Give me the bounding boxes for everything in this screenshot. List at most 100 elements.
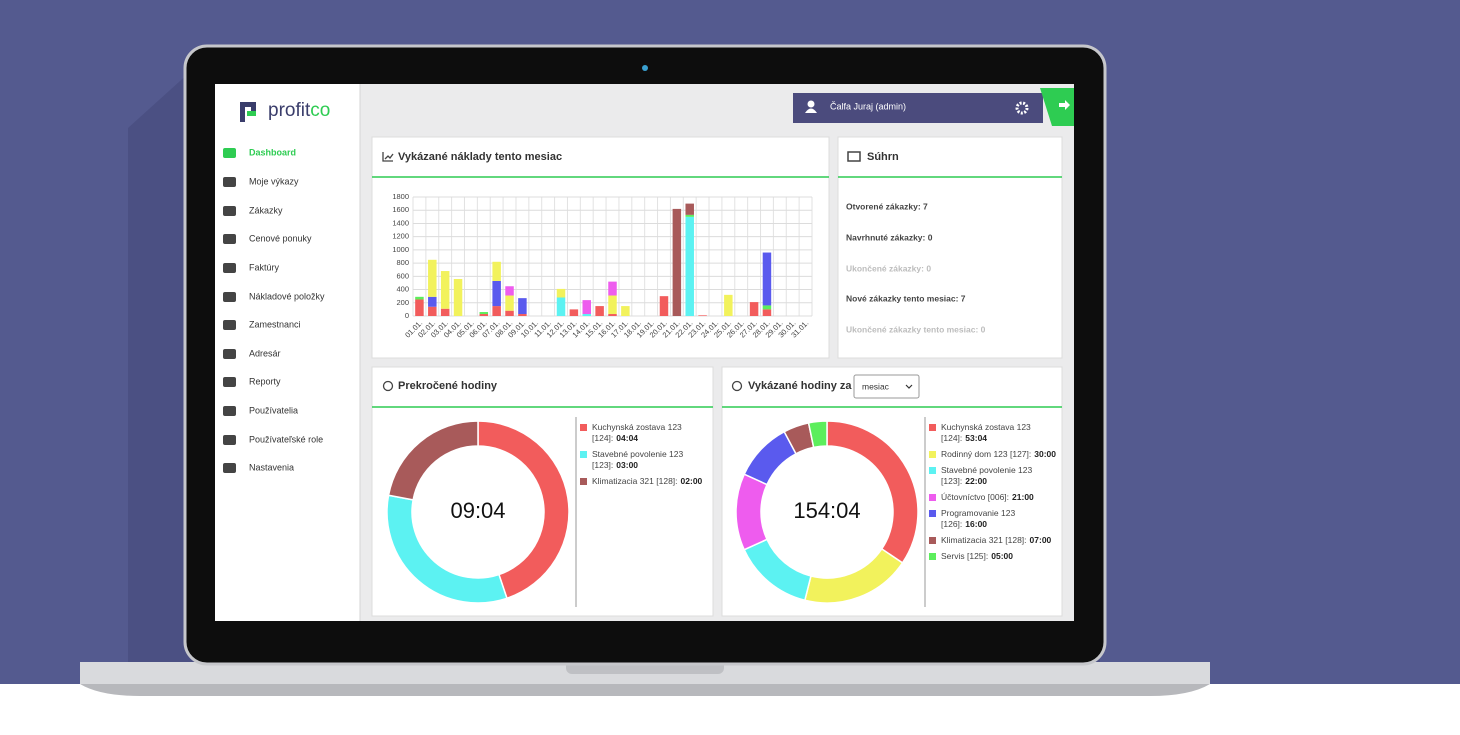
logout-icon [1059,100,1070,110]
bar-segment [492,306,501,316]
menu-item[interactable]: Moje výkazy [249,176,299,186]
bar-segment [595,306,604,316]
menu-icon [223,148,236,158]
bar-segment [492,280,501,307]
y-tick-label: 800 [396,258,409,267]
bar-segment [428,306,437,316]
menu-icon [223,292,236,302]
bar-segment [505,295,514,311]
bar-segment [556,288,566,298]
menu-item[interactable]: Cenové ponuky [249,233,312,243]
bar-segment [685,216,694,316]
menu-item[interactable]: Používatelia [249,405,298,415]
bar-segment [518,314,527,316]
bar-segment [479,314,489,316]
bar-segment [749,302,759,316]
period-select-value[interactable]: mesiac [862,381,890,391]
y-tick-label: 1600 [392,205,409,214]
bar-segment [608,281,617,296]
menu-item[interactable]: Adresár [249,348,281,358]
menu-item[interactable]: Používateľské role [249,434,323,444]
bar-segment [685,203,694,215]
bar-segment [440,271,450,309]
sidebar [215,84,360,621]
bar-segment [608,295,617,315]
clock-icon [731,380,743,392]
card-title: Súhrn [867,151,899,163]
menu-item[interactable]: Reporty [249,376,281,386]
user-bar[interactable] [793,93,1043,123]
logo-brand: profit [268,100,311,121]
bar-segment [659,296,669,316]
donut-segment [477,420,570,600]
menu-icon [223,463,236,473]
bar-segment [556,297,566,316]
logo-icon [240,102,256,122]
menu-icon [223,234,236,244]
menu-item[interactable]: Nastavenia [249,462,294,472]
menu-icon [223,206,236,216]
bar-segment [415,296,424,300]
y-tick-label: 600 [396,271,409,280]
menu-item[interactable]: Zamestnanci [249,319,301,329]
donut-center: 09:04 [450,498,505,523]
logo: profitco [268,100,330,121]
user-icon [807,100,815,108]
camera [642,65,648,71]
bar-segment [582,314,592,316]
bar-segment [762,309,772,316]
menu-item[interactable]: Faktúry [249,262,280,272]
bar-segment [672,208,682,316]
bar-segment [428,259,437,297]
summary-item: Ukončené zákazky: 0 [846,263,931,273]
bar-segment [440,308,450,316]
y-tick-label: 0 [405,311,409,320]
bar-segment [479,312,489,315]
menu-icon [223,435,236,445]
summary-item: Otvorené zákazky: 7 [846,201,928,211]
bar-segment [492,261,501,281]
laptop-base-edge [80,684,1210,696]
bar-segment [698,315,707,316]
logout-button[interactable] [1040,88,1074,126]
period-select[interactable] [853,374,920,399]
menu-item[interactable]: Nákladové položky [249,291,325,301]
bar-segment [569,309,579,316]
bar-segment [724,294,733,316]
menu-item[interactable]: Zákazky [249,205,283,215]
bar-segment [621,306,630,316]
logo-accent: co [310,100,330,121]
user-icon-body [805,108,817,113]
card [371,136,830,359]
bar-segment [608,314,617,316]
y-tick-label: 400 [396,285,409,294]
card-title: Prekročené hodiny [398,380,498,392]
y-tick-label: 1000 [392,245,409,254]
card [837,136,1063,359]
y-tick-label: 200 [396,298,409,307]
menu-item[interactable]: Dashboard [249,147,296,157]
user-name[interactable]: Čalfa Juraj (admin) [830,101,906,111]
y-tick-label: 1200 [392,232,409,241]
chart-icon [382,152,394,162]
select-arrow [905,384,913,389]
bar-segment [762,305,772,310]
donut-segment [807,420,828,449]
bar-segment [453,278,463,316]
summary-item: Ukončené zákazky tento mesiac: 0 [846,324,986,334]
card-title: Vykázané hodiny za [748,380,852,392]
y-tick-label: 1400 [392,218,409,227]
bar-segment [518,298,527,315]
y-tick-label: 1800 [392,192,409,201]
bar-segment [428,296,437,307]
summary-item: Navrhnuté zákazky: 0 [846,232,933,242]
menu-icon [223,177,236,187]
bar-segment [415,299,424,316]
menu-icon [223,406,236,416]
bar-segment [685,214,694,217]
bar-segment [582,300,592,315]
summary-item: Nové zákazky tento mesiac: 7 [846,293,966,303]
settings-icon[interactable] [1015,101,1029,115]
menu-icon [223,349,236,359]
